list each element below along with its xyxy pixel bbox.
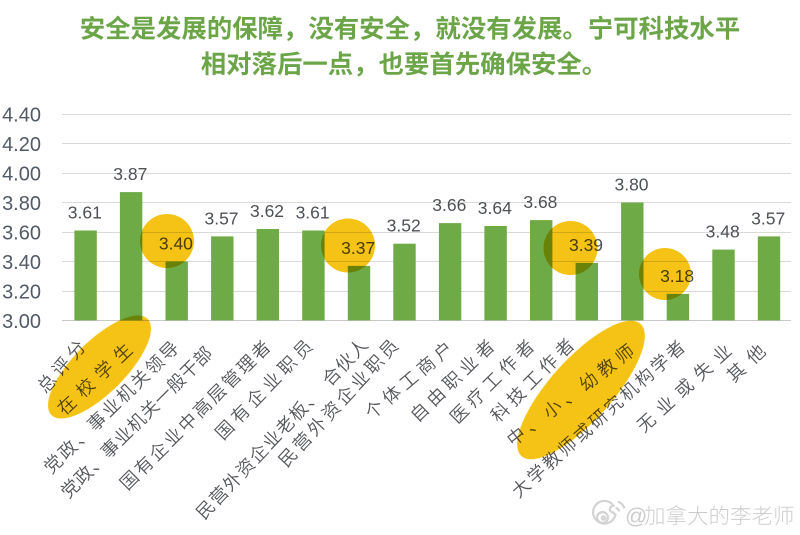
svg-text:3.48: 3.48 (706, 222, 740, 242)
svg-text:3.61: 3.61 (296, 203, 330, 223)
svg-text:4.00: 4.00 (2, 164, 41, 186)
svg-text:3.20: 3.20 (2, 281, 41, 303)
svg-text:3.66: 3.66 (432, 195, 466, 215)
svg-text:3.64: 3.64 (478, 198, 512, 218)
svg-text:3.00: 3.00 (2, 311, 41, 333)
svg-text:3.68: 3.68 (523, 192, 557, 212)
svg-text:4.40: 4.40 (2, 105, 41, 127)
svg-text:3.57: 3.57 (204, 208, 238, 228)
svg-text:@: @ (625, 504, 647, 529)
svg-text:3.60: 3.60 (2, 222, 41, 244)
svg-text:3.52: 3.52 (387, 216, 421, 236)
svg-text:3.80: 3.80 (614, 175, 648, 195)
svg-text:3.87: 3.87 (113, 164, 147, 184)
svg-text:3.80: 3.80 (2, 193, 41, 215)
svg-text:4.20: 4.20 (2, 134, 41, 156)
svg-text:3.57: 3.57 (751, 208, 785, 228)
svg-text:3.40: 3.40 (2, 252, 41, 274)
svg-text:3.62: 3.62 (250, 201, 284, 221)
svg-text:3.61: 3.61 (68, 203, 102, 223)
